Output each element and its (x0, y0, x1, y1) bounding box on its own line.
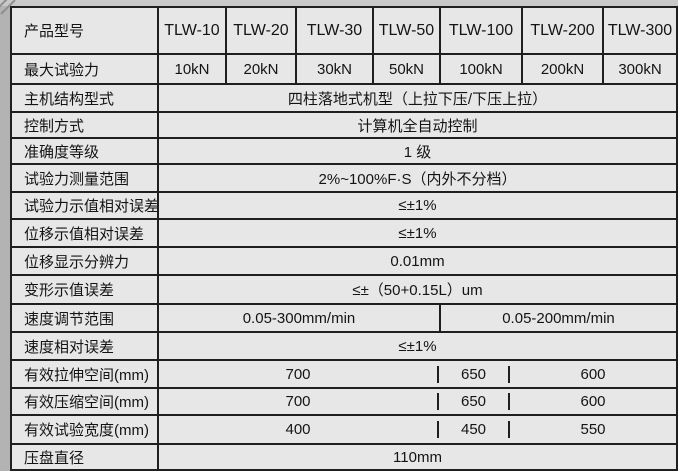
value-cell: 2%~100%F·S（内外不分档） (157, 163, 678, 193)
model-cell: TLW-50 (372, 6, 441, 55)
row-label: 有效试验宽度(mm) (10, 414, 159, 445)
value-cell: 计算机全自动控制 (157, 111, 678, 139)
row-deformation-error: 变形示值误差 ≤±（50+0.15L）um (10, 274, 678, 305)
space-cell: 650 (439, 393, 510, 410)
row-label: 变形示值误差 (10, 274, 159, 305)
row-test-width: 有效试验宽度(mm) 400 450 550 (10, 414, 678, 445)
model-cell: TLW-300 (602, 6, 678, 55)
value-cells: 400 450 550 (157, 414, 678, 445)
row-force-range: 试验力测量范围 2%~100%F·S（内外不分档） (10, 163, 678, 193)
space-cell: 700 (160, 365, 439, 383)
value-cell: ≤±1% (157, 331, 678, 361)
value-cells: 700 650 600 (157, 387, 678, 416)
row-compression-space: 有效压缩空间(mm) 700 650 600 (10, 387, 678, 416)
space-cell: 600 (580, 393, 606, 410)
row-label: 压盘直径 (10, 443, 159, 471)
model-cell: TLW-100 (439, 6, 523, 55)
model-cell: TLW-20 (225, 6, 297, 55)
force-cell: 200kN (521, 53, 604, 85)
speed-range-cell: 0.05-300mm/min (157, 303, 441, 333)
row-label: 速度相对误差 (10, 331, 159, 361)
row-label: 控制方式 (10, 111, 159, 139)
model-cell: TLW-10 (157, 6, 227, 55)
force-cell: 50kN (372, 53, 441, 85)
row-label: 速度调节范围 (10, 303, 159, 333)
width-cell: 550 (580, 421, 606, 438)
row-speed-error: 速度相对误差 ≤±1% (10, 331, 678, 361)
row-tension-space: 有效拉伸空间(mm) 700 650 600 (10, 359, 678, 389)
row-label: 试验力测量范围 (10, 163, 159, 193)
row-label: 有效拉伸空间(mm) (10, 359, 159, 389)
value-cells: 700 650 600 (157, 359, 678, 389)
row-product-model: 产品型号 TLW-10 TLW-20 TLW-30 TLW-50 TLW-100… (10, 6, 678, 55)
force-cell: 100kN (439, 53, 523, 85)
width-cell: 450 (439, 421, 510, 438)
row-displacement-error: 位移示值相对误差 ≤±1% (10, 218, 678, 248)
row-label: 位移示值相对误差 (10, 218, 159, 248)
model-cell: TLW-200 (521, 6, 604, 55)
row-label: 有效压缩空间(mm) (10, 387, 159, 416)
force-cell: 30kN (295, 53, 374, 85)
force-cell: 10kN (157, 53, 227, 85)
value-cell: 0.01mm (157, 246, 678, 276)
row-displacement-resolution: 位移显示分辨力 0.01mm (10, 246, 678, 276)
force-cell: 300kN (602, 53, 678, 85)
row-speed-range: 速度调节范围 0.05-300mm/min 0.05-200mm/min (10, 303, 678, 333)
space-cell: 700 (160, 393, 439, 410)
row-control-mode: 控制方式 计算机全自动控制 (10, 111, 678, 139)
value-cell: ≤±（50+0.15L）um (157, 274, 678, 305)
width-cell: 400 (160, 421, 439, 438)
row-label: 最大试验力 (10, 53, 159, 85)
corner-hatch-icon (0, 0, 16, 15)
model-cell: TLW-30 (295, 6, 374, 55)
value-cell: ≤±1% (157, 191, 678, 220)
row-force-error: 试验力示值相对误差 ≤±1% (10, 191, 678, 220)
row-label: 试验力示值相对误差 (10, 191, 159, 220)
spec-table: 产品型号 TLW-10 TLW-20 TLW-30 TLW-50 TLW-100… (10, 6, 678, 471)
row-label: 位移显示分辨力 (10, 246, 159, 276)
row-platen-diameter: 压盘直径 110mm (10, 443, 678, 471)
value-cell: 110mm (157, 443, 678, 471)
row-host-structure: 主机结构型式 四柱落地式机型（上拉下压/下压上拉） (10, 83, 678, 113)
value-cell: 1 级 (157, 137, 678, 165)
value-cell: 四柱落地式机型（上拉下压/下压上拉） (157, 83, 678, 113)
row-label: 主机结构型式 (10, 83, 159, 113)
value-cell: ≤±1% (157, 218, 678, 248)
row-max-force: 最大试验力 10kN 20kN 30kN 50kN 100kN 200kN 30… (10, 53, 678, 85)
row-label: 准确度等级 (10, 137, 159, 165)
row-label: 产品型号 (10, 6, 159, 55)
space-cell: 600 (580, 365, 606, 383)
row-accuracy-class: 准确度等级 1 级 (10, 137, 678, 165)
force-cell: 20kN (225, 53, 297, 85)
space-cell: 650 (439, 365, 510, 383)
speed-range-cell: 0.05-200mm/min (439, 303, 678, 333)
